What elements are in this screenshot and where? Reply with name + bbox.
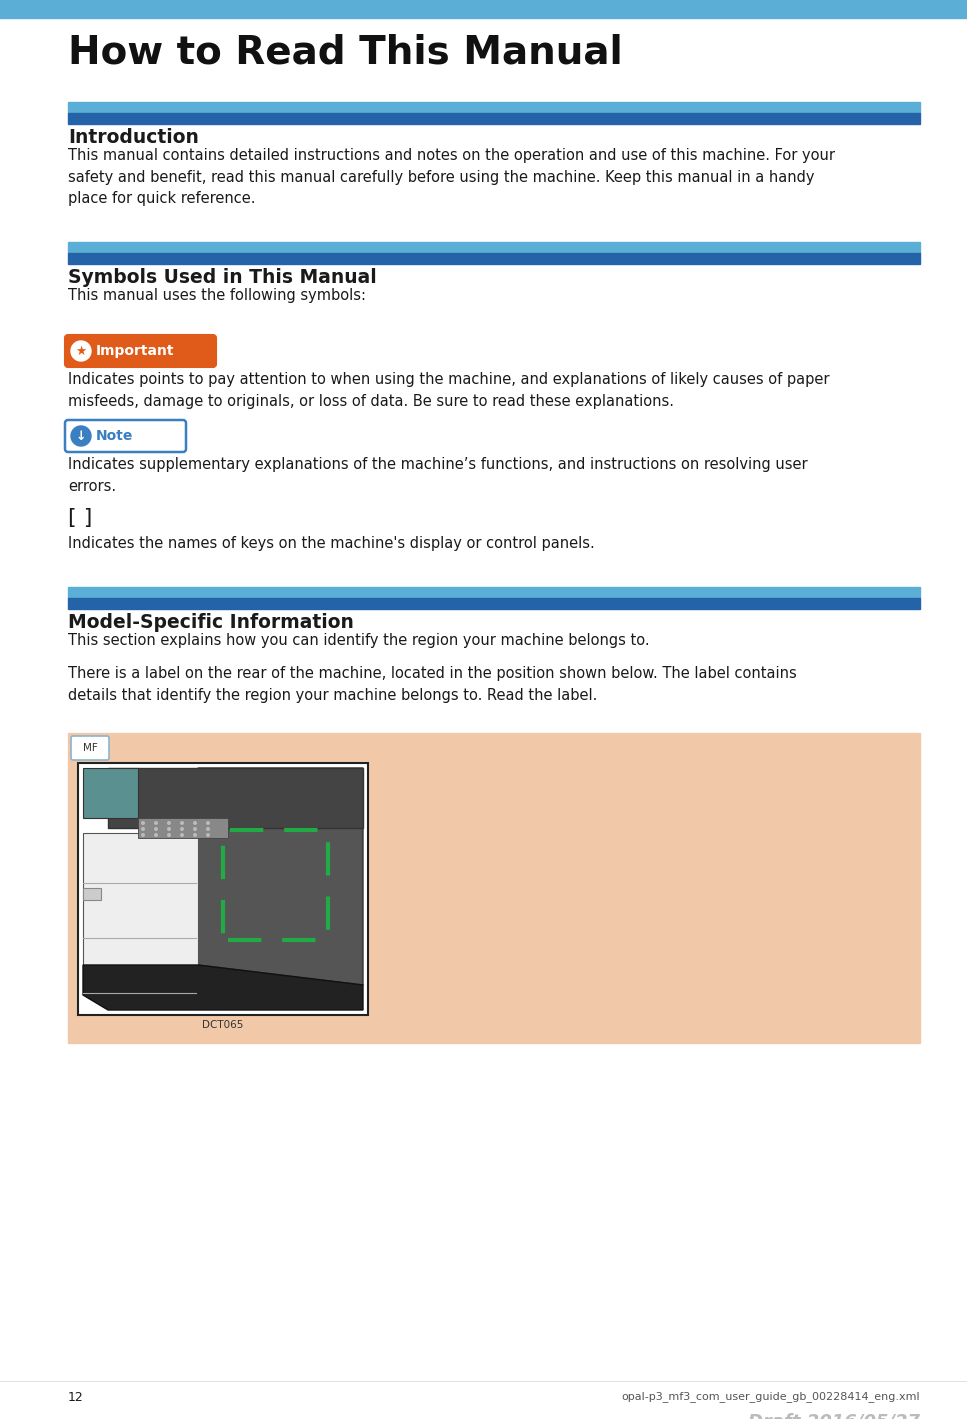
Text: Indicates the names of keys on the machine's display or control panels.: Indicates the names of keys on the machi…: [68, 536, 595, 551]
Circle shape: [193, 822, 197, 824]
Circle shape: [71, 426, 91, 446]
Text: This manual contains detailed instructions and notes on the operation and use of: This manual contains detailed instructio…: [68, 148, 835, 206]
Circle shape: [141, 827, 145, 832]
Text: opal-p3_mf3_com_user_guide_gb_00228414_eng.xml: opal-p3_mf3_com_user_guide_gb_00228414_e…: [622, 1391, 920, 1402]
Circle shape: [167, 822, 171, 824]
Circle shape: [154, 827, 158, 832]
Text: Note: Note: [96, 429, 133, 443]
FancyBboxPatch shape: [65, 420, 186, 453]
Bar: [83, 768, 138, 817]
Circle shape: [180, 822, 184, 824]
Bar: [68, 734, 920, 1043]
Circle shape: [154, 833, 158, 837]
Bar: [68, 253, 920, 264]
Text: Model-Specific Information: Model-Specific Information: [68, 613, 354, 631]
Text: There is a label on the rear of the machine, located in the position shown below: There is a label on the rear of the mach…: [68, 666, 797, 702]
Circle shape: [167, 833, 171, 837]
Text: Introduction: Introduction: [68, 128, 199, 148]
Text: How to Read This Manual: How to Read This Manual: [68, 33, 623, 71]
Bar: [68, 114, 920, 123]
Circle shape: [167, 827, 171, 832]
Text: This section explains how you can identify the region your machine belongs to.: This section explains how you can identi…: [68, 633, 650, 648]
Circle shape: [193, 833, 197, 837]
Polygon shape: [83, 833, 198, 965]
Polygon shape: [108, 768, 363, 829]
Text: 12: 12: [68, 1391, 84, 1403]
Bar: [138, 817, 228, 839]
Polygon shape: [83, 965, 363, 1010]
Bar: [68, 243, 920, 253]
FancyBboxPatch shape: [65, 335, 216, 368]
Text: Important: Important: [96, 343, 174, 358]
Text: Indicates points to pay attention to when using the machine, and explanations of: Indicates points to pay attention to whe…: [68, 372, 830, 409]
Circle shape: [206, 827, 210, 832]
Text: MF: MF: [82, 744, 98, 753]
Circle shape: [154, 822, 158, 824]
Text: ★: ★: [75, 345, 87, 358]
Bar: [78, 763, 368, 1015]
Circle shape: [193, 827, 197, 832]
Circle shape: [141, 822, 145, 824]
FancyBboxPatch shape: [71, 736, 109, 761]
Circle shape: [206, 833, 210, 837]
Text: Indicates supplementary explanations of the machine’s functions, and instruction: Indicates supplementary explanations of …: [68, 457, 807, 494]
Circle shape: [71, 341, 91, 360]
Text: This manual uses the following symbols:: This manual uses the following symbols:: [68, 288, 366, 304]
Text: ↓: ↓: [75, 430, 86, 443]
Bar: [68, 102, 920, 114]
Circle shape: [180, 827, 184, 832]
Bar: [0, 0, 967, 18]
Bar: [68, 587, 920, 597]
Text: [ ]: [ ]: [68, 508, 93, 528]
Circle shape: [206, 822, 210, 824]
Circle shape: [180, 833, 184, 837]
Circle shape: [141, 833, 145, 837]
Polygon shape: [198, 768, 363, 985]
Text: Draft 2016/05/27: Draft 2016/05/27: [748, 1413, 920, 1419]
Text: DCT065: DCT065: [202, 1020, 244, 1030]
Bar: [68, 597, 920, 609]
Text: Symbols Used in This Manual: Symbols Used in This Manual: [68, 268, 377, 287]
Bar: [83, 888, 101, 900]
